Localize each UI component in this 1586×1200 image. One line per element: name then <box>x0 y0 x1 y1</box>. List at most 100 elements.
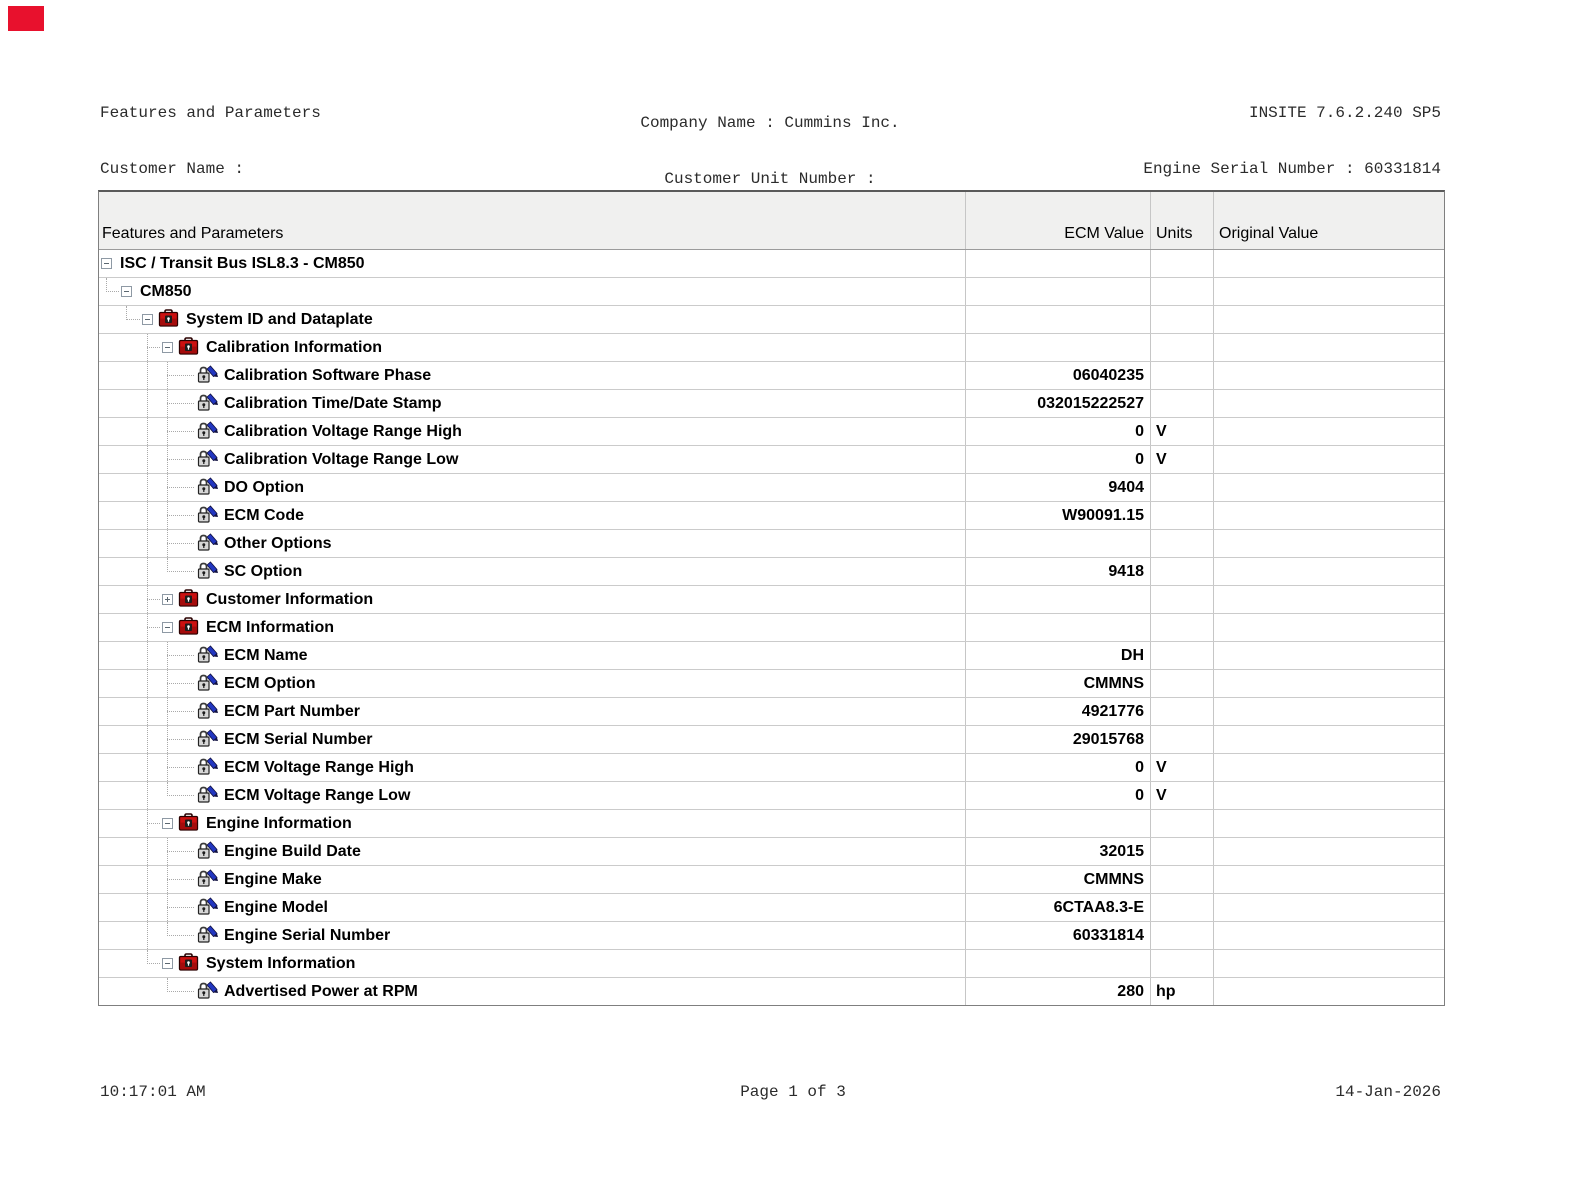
feature-tree-cell: ISC / Transit Bus ISL8.3 - CM850 <box>99 250 965 277</box>
collapse-toggle-icon[interactable] <box>142 314 153 325</box>
engine-serial-line: Engine Serial Number : 60331814 <box>1143 159 1441 178</box>
original-value-cell <box>1213 334 1443 361</box>
units-cell <box>1150 362 1213 389</box>
tree-connector-horizontal <box>147 823 160 824</box>
tree-connector-horizontal <box>167 375 194 376</box>
company-name-line: Company Name : Cummins Inc. <box>640 114 900 132</box>
collapse-toggle-icon[interactable] <box>162 622 173 633</box>
parameter-lock-pen-icon <box>197 449 218 467</box>
ecm-value: 0 <box>1135 450 1144 468</box>
ecm-value-cell: 4921776 <box>965 698 1150 725</box>
tree-row: ECM Part Number 4921776 <box>99 698 1444 726</box>
column-header-ecm-value: ECM Value <box>965 192 1150 249</box>
ecm-value: 280 <box>1117 982 1144 1000</box>
feature-label: ECM Code <box>224 506 304 524</box>
ecm-value-cell <box>965 614 1150 641</box>
original-value-cell <box>1213 950 1443 977</box>
units-cell <box>1150 390 1213 417</box>
original-value-cell <box>1213 474 1443 501</box>
original-value-cell <box>1213 810 1443 837</box>
tree-connector-vertical <box>167 978 168 992</box>
feature-group-case-icon <box>178 953 199 971</box>
tree-guide-line <box>147 642 148 669</box>
ecm-value-cell: 6CTAA8.3-E <box>965 894 1150 921</box>
feature-label: Customer Information <box>206 590 374 608</box>
parameter-lock-pen-icon <box>197 925 218 943</box>
ecm-value-cell <box>965 250 1150 277</box>
parameter-lock-pen-icon <box>196 645 218 665</box>
feature-label: Advertised Power at RPM <box>224 982 418 1000</box>
tree-connector-horizontal <box>167 711 194 712</box>
ecm-value-cell: 0 <box>965 446 1150 473</box>
tree-guide-line <box>147 390 148 417</box>
ecm-value-cell: 32015 <box>965 838 1150 865</box>
tree-guide-line <box>147 530 148 557</box>
expand-toggle-icon[interactable] <box>162 594 173 605</box>
tree-guide-line <box>147 502 148 529</box>
parameter-lock-pen-icon <box>196 757 218 777</box>
tree-connector-vertical <box>147 950 148 964</box>
ecm-value-cell: 9418 <box>965 558 1150 585</box>
ecm-value: 9404 <box>1108 478 1144 496</box>
units-cell <box>1150 894 1213 921</box>
column-header-features: Features and Parameters <box>102 225 284 242</box>
units-cell <box>1150 614 1213 641</box>
units-cell <box>1150 306 1213 333</box>
tree-connector-vertical <box>106 278 107 292</box>
original-value-cell <box>1213 530 1443 557</box>
ecm-value: 0 <box>1135 786 1144 804</box>
feature-label: ECM Part Number <box>224 702 361 720</box>
parameter-lock-pen-icon <box>196 421 218 441</box>
ecm-value-cell <box>965 530 1150 557</box>
ecm-value: 6CTAA8.3-E <box>1053 898 1144 916</box>
feature-label: Engine Make <box>224 870 322 888</box>
tree-guide-line <box>147 558 148 585</box>
tree-row: ISC / Transit Bus ISL8.3 - CM850 <box>99 250 1444 278</box>
units-cell <box>1150 250 1213 277</box>
parameter-lock-pen-icon <box>197 841 218 859</box>
ecm-value-cell <box>965 810 1150 837</box>
original-value-cell <box>1213 782 1443 809</box>
collapse-toggle-icon[interactable] <box>162 342 173 353</box>
tree-connector-horizontal <box>167 515 194 516</box>
feature-label: Engine Information <box>206 814 352 832</box>
units-cell: V <box>1150 418 1213 445</box>
original-value-cell <box>1213 586 1443 613</box>
parameter-lock-pen-icon <box>197 645 218 663</box>
ecm-value-cell: DH <box>965 642 1150 669</box>
collapse-toggle-icon[interactable] <box>101 258 112 269</box>
original-value-cell <box>1213 894 1443 921</box>
column-header-original-value: Original Value <box>1213 192 1443 249</box>
parameter-lock-pen-icon <box>197 365 218 383</box>
feature-tree-cell: ECM Serial Number <box>99 726 965 753</box>
parameter-lock-pen-icon <box>197 981 218 999</box>
ecm-value-cell: 032015222527 <box>965 390 1150 417</box>
parameter-lock-pen-icon <box>197 785 218 803</box>
tree-connector-vertical <box>126 306 127 320</box>
tree-row: Calibration Voltage Range High 0 V <box>99 418 1444 446</box>
collapse-toggle-icon[interactable] <box>162 958 173 969</box>
tree-connector-horizontal <box>167 655 194 656</box>
ecm-value-cell: CMMNS <box>965 670 1150 697</box>
original-value-cell <box>1213 866 1443 893</box>
footer-page-number: Page 1 of 3 <box>740 1083 846 1101</box>
collapse-toggle-icon[interactable] <box>121 286 132 297</box>
ecm-value: 0 <box>1135 422 1144 440</box>
feature-group-case-icon <box>178 337 199 355</box>
feature-label: ISC / Transit Bus ISL8.3 - CM850 <box>120 254 365 272</box>
tree-guide-line <box>147 726 148 753</box>
collapse-toggle-icon[interactable] <box>162 818 173 829</box>
feature-tree-cell: Engine Information <box>99 810 965 837</box>
unit-value: V <box>1156 786 1167 804</box>
tree-row: Calibration Time/Date Stamp 032015222527 <box>99 390 1444 418</box>
tree-row: Other Options <box>99 530 1444 558</box>
feature-tree-cell: ECM Option <box>99 670 965 697</box>
parameter-lock-pen-icon <box>196 701 218 721</box>
tree-connector-horizontal <box>167 879 194 880</box>
tree-connector-horizontal <box>167 431 194 432</box>
tree-connector-horizontal <box>147 347 160 348</box>
parameter-lock-pen-icon <box>196 785 218 805</box>
feature-tree-cell: Calibration Information <box>99 334 965 361</box>
original-value-cell <box>1213 558 1443 585</box>
ecm-value-cell: 60331814 <box>965 922 1150 949</box>
